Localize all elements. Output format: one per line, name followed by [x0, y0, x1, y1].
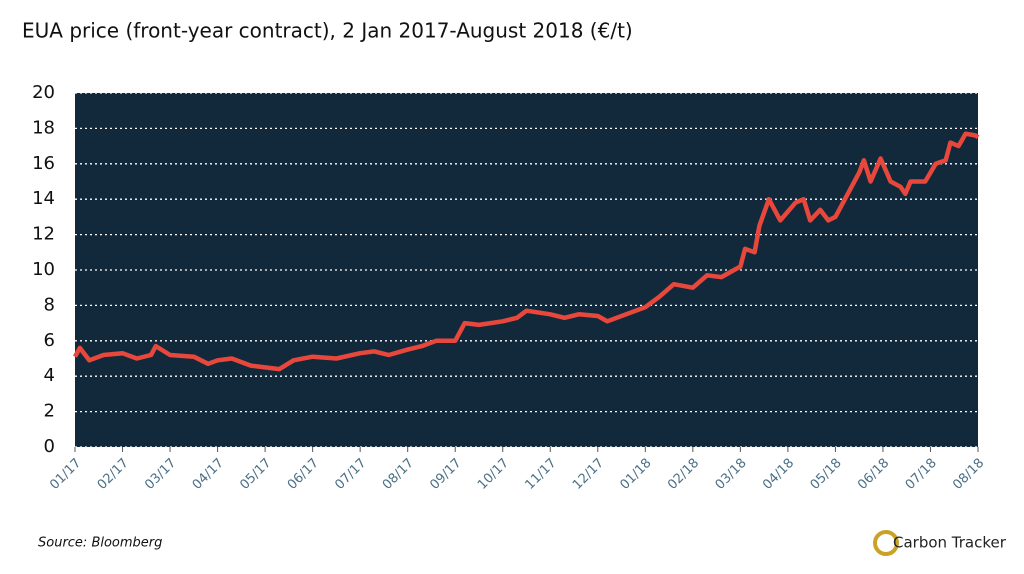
x-tick-label: 05/17	[237, 456, 274, 493]
x-tick-label: 04/17	[190, 456, 227, 493]
x-tick-label: 01/17	[47, 456, 84, 493]
x-tick-label: 10/17	[475, 456, 512, 493]
x-tick-label: 06/17	[285, 456, 322, 493]
price-line	[73, 131, 980, 372]
x-tick-label: 11/17	[522, 456, 559, 493]
y-tick-label: 20	[32, 82, 55, 103]
y-tick-label: 12	[32, 224, 55, 245]
x-tick-label: 09/17	[427, 456, 464, 493]
x-tick-label: 06/18	[855, 456, 892, 493]
x-tick-label: 02/18	[665, 456, 702, 493]
x-tick-label: 07/17	[332, 456, 369, 493]
x-tick-label: 04/18	[760, 456, 797, 493]
logo-icon	[873, 530, 899, 556]
y-tick-label: 14	[32, 188, 55, 209]
y-tick-label: 6	[44, 330, 55, 351]
logo: Carbon Tracker	[893, 534, 1007, 552]
x-tick-label: 08/18	[950, 456, 987, 493]
source: Source: Bloomberg	[38, 536, 162, 551]
x-tick-label: 01/18	[618, 456, 655, 493]
x-tick-label: 03/17	[142, 456, 179, 493]
x-tick-label: 08/17	[380, 456, 417, 493]
y-tick-label: 16	[32, 153, 55, 174]
x-tick-label: 03/18	[713, 456, 750, 493]
y-tick-label: 2	[44, 401, 55, 422]
y-tick-label: 4	[44, 365, 55, 386]
chart-title: EUA price (front-year contract), 2 Jan 2…	[22, 19, 633, 43]
x-tick-label: 05/18	[808, 456, 845, 493]
y-tick-label: 8	[44, 294, 55, 315]
x-tick-label: 02/17	[95, 456, 132, 493]
x-tick-label: 07/18	[903, 456, 940, 493]
x-tick-label: 12/17	[570, 456, 607, 493]
y-tick-label: 18	[32, 117, 55, 138]
y-tick-label: 0	[44, 436, 55, 457]
y-tick-label: 10	[32, 259, 55, 280]
